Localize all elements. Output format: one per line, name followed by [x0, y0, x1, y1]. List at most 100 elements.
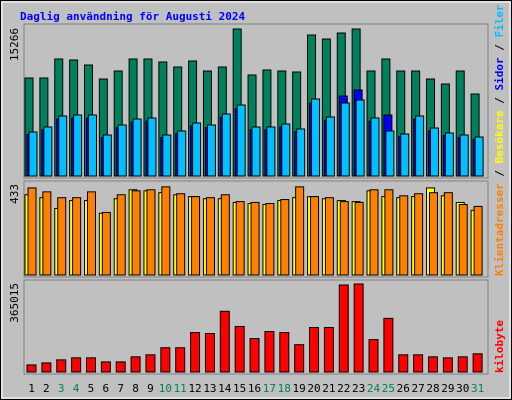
bar	[459, 134, 469, 177]
bar	[26, 364, 37, 373]
legend-entry: Besökare	[493, 110, 506, 163]
x-tick-label: 15	[233, 382, 246, 395]
bar	[147, 117, 157, 177]
x-tick-label: 21	[322, 382, 335, 395]
bar	[442, 357, 453, 373]
x-tick-label: 10	[159, 382, 172, 395]
bar	[338, 284, 349, 373]
bar	[398, 354, 409, 373]
bar	[384, 189, 394, 276]
bar	[473, 205, 483, 276]
bar	[145, 354, 156, 373]
bar	[399, 195, 409, 276]
bar	[295, 186, 305, 276]
bar	[415, 115, 425, 177]
bar	[100, 361, 111, 373]
bar	[87, 114, 97, 177]
x-tick-label: 30	[456, 382, 469, 395]
bar	[250, 201, 260, 276]
bar	[266, 126, 276, 177]
bar	[385, 130, 395, 177]
bar	[474, 136, 484, 177]
bar	[251, 126, 261, 177]
x-tick-label: 11	[174, 382, 187, 395]
bar	[249, 338, 260, 373]
x-tick-label: 3	[58, 382, 65, 395]
bar	[204, 333, 215, 373]
x-tick-label: 23	[352, 382, 365, 395]
x-tick-label: 26	[397, 382, 410, 395]
x-tick-label: 7	[117, 382, 124, 395]
bar	[429, 127, 439, 177]
bar	[85, 357, 96, 373]
bar	[130, 356, 141, 373]
bar	[294, 344, 305, 373]
x-tick-label: 6	[103, 382, 110, 395]
legend-entry: Klientadresser	[493, 183, 506, 276]
legend: Klientadresser / Besökare / Sidor / File…	[493, 0, 506, 276]
bar	[132, 118, 142, 177]
bar	[368, 339, 379, 373]
chart-title: Daglig användning för Augusti 2024	[20, 10, 246, 23]
bar	[146, 189, 156, 276]
x-tick-label: 8	[132, 382, 139, 395]
bar	[117, 124, 127, 177]
y-tick-label: 365015	[8, 283, 21, 323]
legend-entry: kilobyte	[493, 320, 506, 373]
x-tick-label: 31	[471, 382, 484, 395]
x-tick-label: 1	[28, 382, 35, 395]
bar	[176, 193, 186, 276]
legend-entry: Filer	[493, 4, 506, 37]
bar	[43, 126, 53, 177]
x-tick-label: 16	[248, 382, 261, 395]
bar	[71, 357, 82, 373]
bar	[414, 193, 424, 276]
bar	[115, 361, 126, 373]
x-tick-label: 2	[43, 382, 50, 395]
x-tick-label: 19	[293, 382, 306, 395]
bar	[234, 325, 245, 373]
bar	[355, 99, 365, 177]
bar	[383, 317, 394, 373]
legend-separator: /	[493, 163, 506, 183]
bar	[190, 332, 201, 373]
bar	[370, 117, 380, 177]
x-tick-label: 4	[73, 382, 80, 395]
bar	[41, 362, 52, 373]
bar	[427, 356, 438, 373]
bar	[205, 197, 215, 276]
bar	[27, 187, 37, 276]
legend: kilobyte	[493, 320, 506, 373]
bar	[116, 194, 126, 276]
bar	[353, 283, 364, 373]
bar	[354, 201, 364, 276]
x-tick-label: 9	[147, 382, 154, 395]
bar	[443, 192, 453, 276]
y-tick-label: 433	[8, 184, 21, 204]
bar	[73, 114, 83, 177]
bar	[206, 124, 216, 177]
legend-separator: /	[493, 91, 506, 111]
bar	[220, 194, 230, 276]
x-tick-label: 28	[426, 382, 439, 395]
bar	[296, 128, 306, 177]
bar	[339, 201, 349, 276]
bar	[236, 104, 246, 177]
bar	[309, 326, 320, 373]
bar	[413, 354, 424, 373]
bar	[324, 197, 334, 276]
x-tick-label: 27	[411, 382, 424, 395]
bar	[472, 353, 483, 373]
bar	[161, 186, 171, 276]
x-tick-label: 25	[382, 382, 395, 395]
bar	[192, 122, 202, 177]
bar	[369, 189, 379, 276]
bar	[457, 356, 468, 373]
bar	[265, 202, 275, 276]
bar	[72, 197, 82, 276]
bar	[175, 347, 186, 373]
bar	[264, 331, 275, 373]
x-tick-label: 14	[218, 382, 232, 395]
